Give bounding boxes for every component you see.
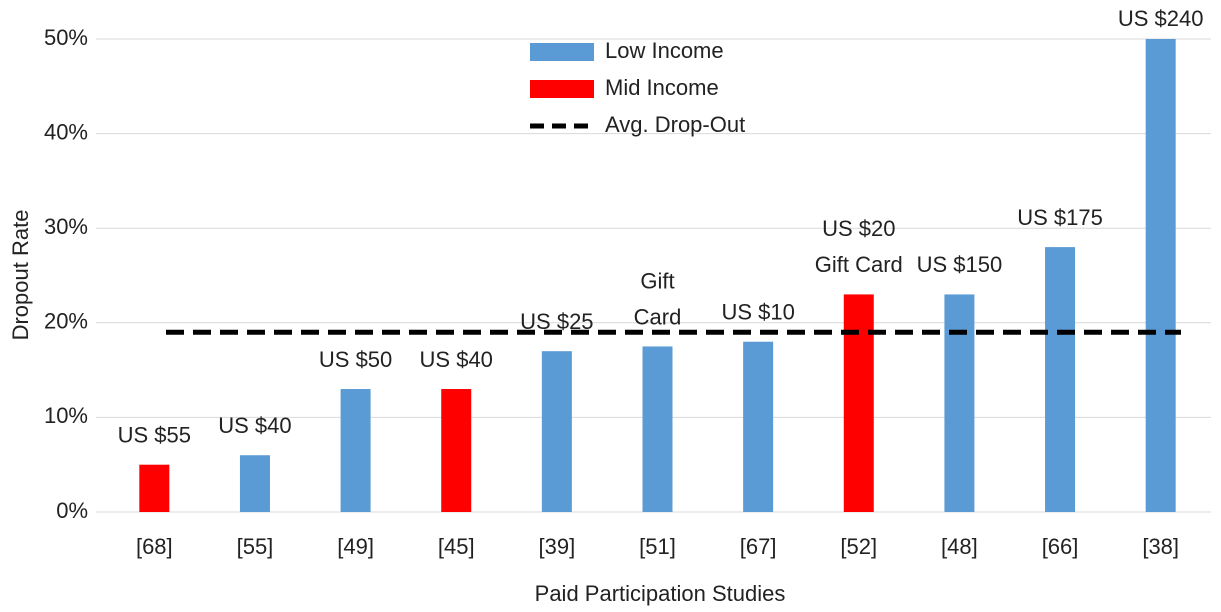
bar [1045,247,1076,512]
bar-annotation: US $175 [1017,205,1103,230]
x-tick-label: [39] [539,534,576,559]
y-tick-label: 20% [44,309,88,334]
bar-annotation: Gift Card [815,252,903,277]
x-tick-label: [55] [237,534,274,559]
bar-annotation: US $150 [917,252,1003,277]
y-tick-label: 50% [44,25,88,50]
x-tick-label: [67] [740,534,777,559]
x-tick-label: [66] [1042,534,1079,559]
bar-annotation: Card [634,304,682,329]
legend-swatch [530,43,594,61]
y-tick-label: 0% [56,498,88,523]
x-tick-label: [49] [337,534,374,559]
bar-annotation: US $20 [822,216,895,241]
bar-annotation: US $40 [218,413,291,438]
bar-annotation: Gift [640,268,674,293]
y-tick-label: 40% [44,119,88,144]
legend-label: Mid Income [605,75,719,100]
bar [239,455,270,512]
y-tick-label: 30% [44,214,88,239]
bar [139,464,170,512]
legend-label: Low Income [605,38,724,63]
bar [340,389,371,512]
x-tick-label: [68] [136,534,173,559]
x-tick-label: [51] [639,534,676,559]
x-tick-label: [45] [438,534,475,559]
bar-annotation: US $240 [1118,6,1204,31]
bar-annotation: US $40 [420,347,493,372]
x-tick-label: [52] [840,534,877,559]
bar [642,346,673,512]
x-tick-label: [38] [1142,534,1179,559]
x-tick-label: [48] [941,534,978,559]
bar [944,294,975,512]
bar [743,341,774,512]
y-axis-label: Dropout Rate [8,210,33,341]
bar [843,294,874,512]
x-axis-label: Paid Participation Studies [535,581,786,606]
legend-label: Avg. Drop-Out [605,112,745,137]
bar [1145,39,1176,512]
legend-swatch [530,80,594,98]
bar [441,389,472,512]
y-tick-label: 10% [44,403,88,428]
bar [541,351,572,512]
bar-annotation: US $10 [721,300,794,325]
bar-annotation: US $50 [319,347,392,372]
bar-annotation: US $55 [118,423,191,448]
